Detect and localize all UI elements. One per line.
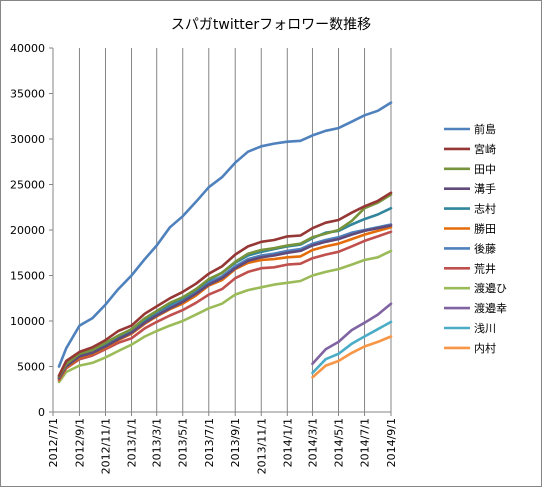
- series-line: [57, 191, 393, 377]
- y-tick-label: 10000: [10, 315, 45, 328]
- y-tick-label: 35000: [10, 88, 45, 101]
- grid-lines: [78, 48, 392, 412]
- x-tick-label: 2014/3/1: [306, 418, 319, 467]
- legend-label: 田中: [474, 163, 496, 176]
- y-tick-label: 30000: [10, 133, 45, 146]
- series-line: [57, 193, 393, 378]
- y-tick-label: 20000: [10, 224, 45, 237]
- y-tick-label: 40000: [10, 42, 45, 55]
- series-line: [311, 335, 393, 379]
- legend-label: 前島: [474, 122, 496, 136]
- axes: 2012/7/1 2012/9/1 2012/11/1 2013/1/1 2013/3/…: [10, 42, 398, 474]
- y-tick-label: 0: [38, 406, 45, 419]
- x-tick-label: 2012/11/1: [99, 418, 112, 474]
- legend-label: 浅川: [474, 322, 496, 335]
- x-tick-label: 2013/3/1: [151, 418, 164, 467]
- x-tick-label: 2013/11/1: [255, 418, 268, 474]
- x-tick-label: 2012/7/1: [47, 418, 60, 467]
- legend-label: 志村: [474, 202, 496, 216]
- series-line: [57, 224, 393, 380]
- legend-label: 宮崎: [474, 142, 496, 156]
- x-tick-label: 2013/9/1: [229, 418, 242, 467]
- x-tick-label: 2014/7/1: [359, 418, 372, 467]
- x-tick-label: 2014/9/1: [385, 418, 398, 467]
- x-tick-label: 2013/1/1: [126, 418, 139, 467]
- y-tick-label: 15000: [10, 270, 45, 283]
- series-line: [57, 230, 393, 382]
- legend-label: 渡邉幸: [474, 301, 507, 315]
- legend-label: 溝手: [474, 182, 496, 196]
- series-line: [311, 302, 393, 366]
- y-tick-label: 5000: [17, 361, 45, 374]
- chart-title: スパガtwitterフォロワー数推移: [171, 17, 371, 33]
- series-line: [311, 320, 393, 375]
- series-lines: [57, 101, 393, 384]
- legend-label: 後藤: [474, 241, 496, 255]
- series-line: [57, 101, 393, 368]
- y-tick-label: 25000: [10, 179, 45, 192]
- x-tick-label: 2012/9/1: [73, 418, 86, 467]
- x-tick-label: 2013/7/1: [203, 418, 216, 467]
- x-tick-label: 2013/5/1: [177, 418, 190, 467]
- legend-label: 勝田: [474, 222, 496, 236]
- series-line: [57, 249, 393, 384]
- legend-label: 荒井: [474, 261, 496, 275]
- legend-label: 内村: [474, 341, 496, 355]
- x-tick-label: 2014/5/1: [333, 418, 346, 467]
- legend-label: 渡邉ひ: [474, 281, 507, 295]
- x-tick-label: 2014/1/1: [281, 418, 294, 467]
